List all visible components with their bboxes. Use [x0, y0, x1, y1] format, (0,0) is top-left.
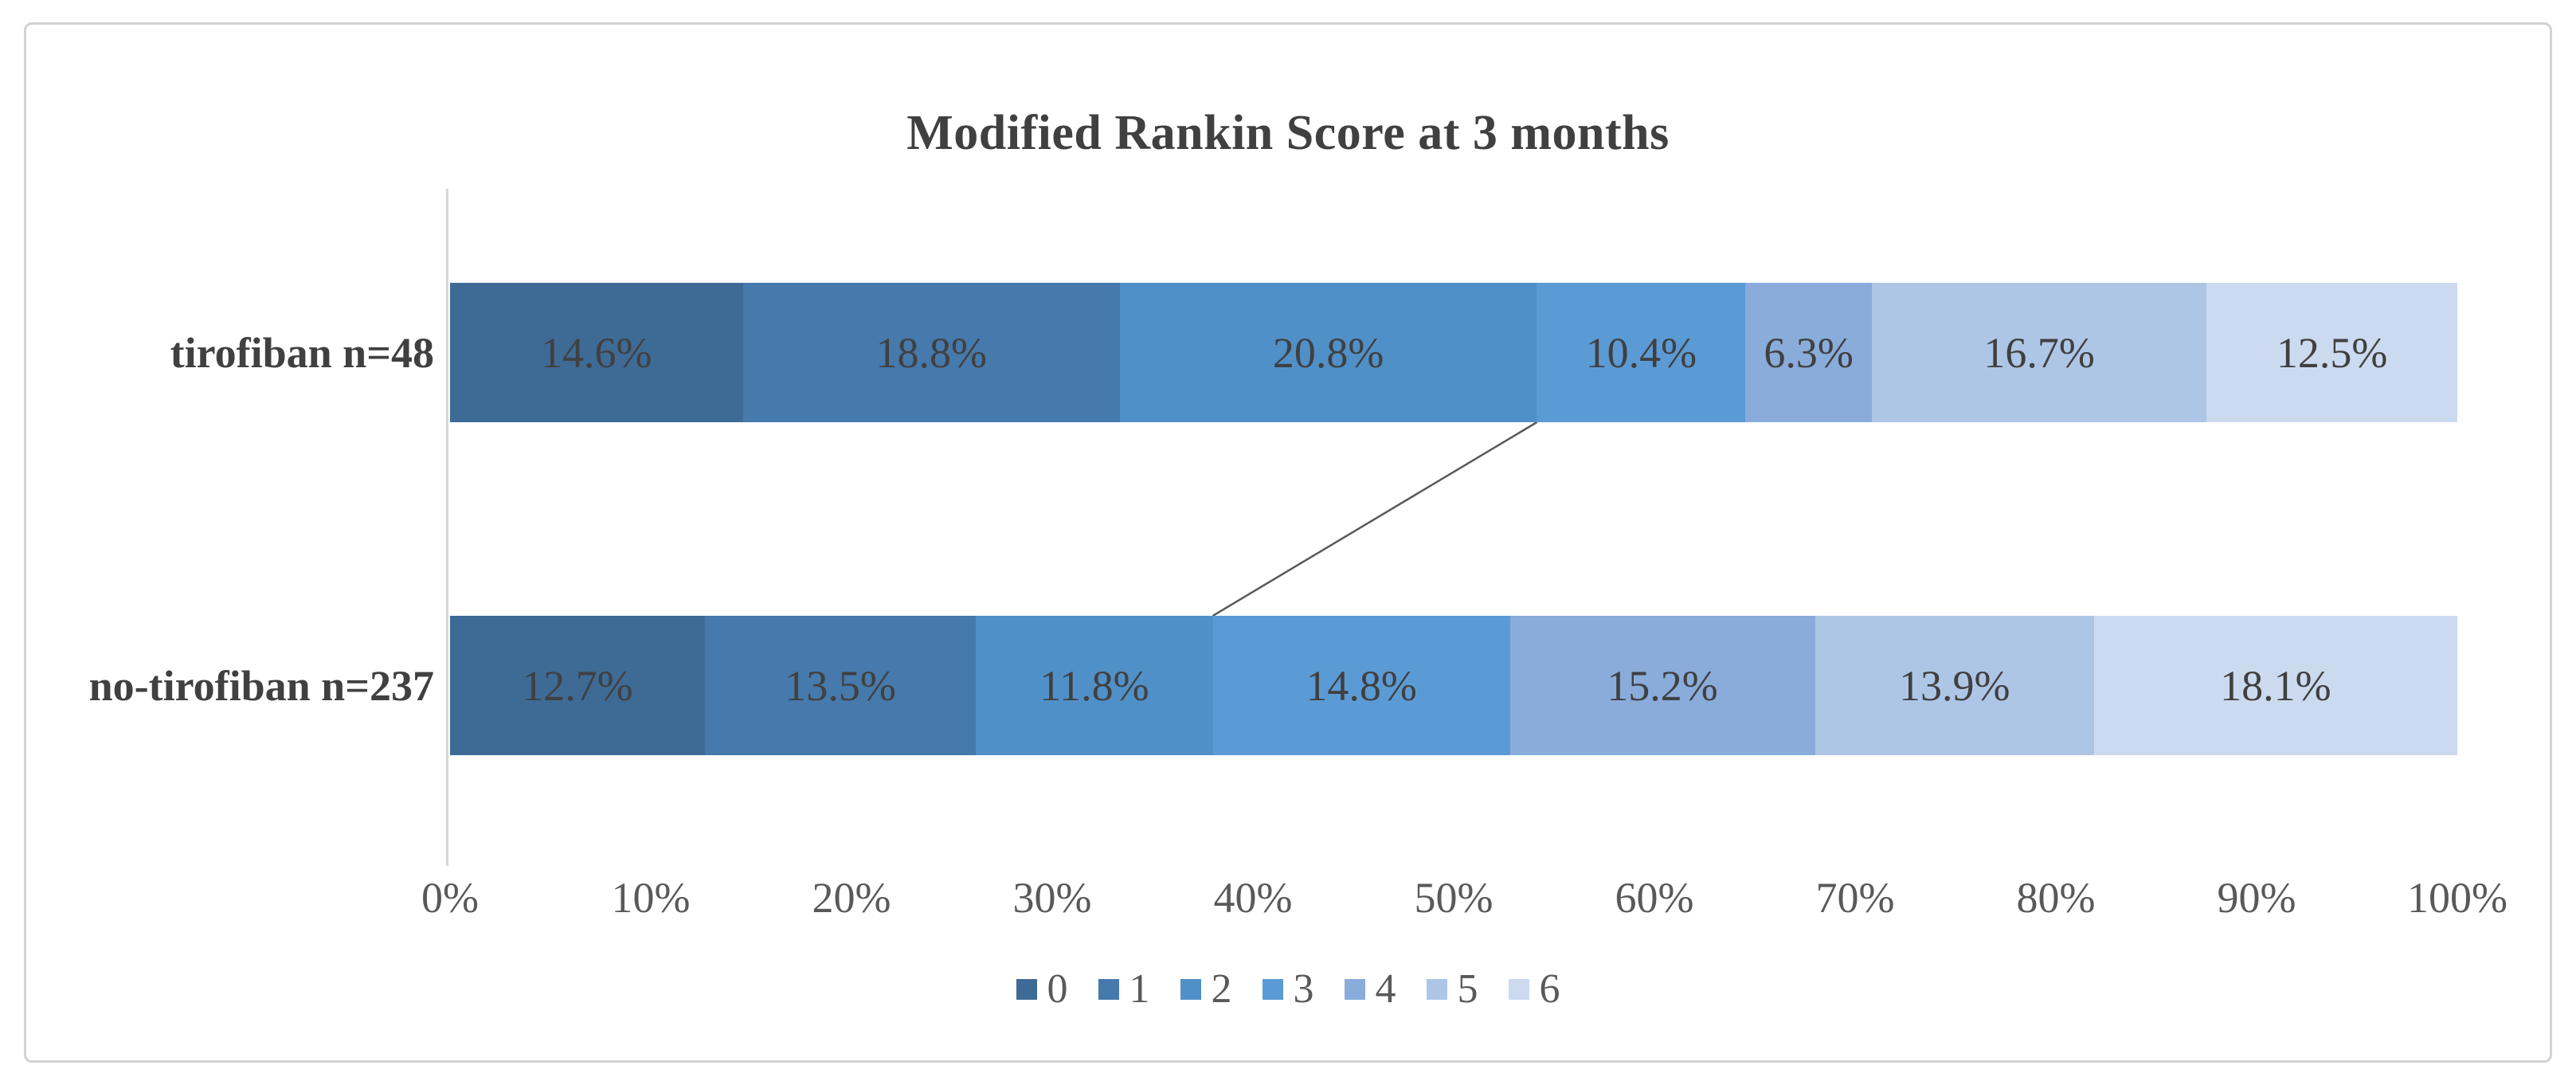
legend-label: 4 — [1375, 966, 1396, 1012]
x-axis-tick: 60% — [1615, 874, 1694, 922]
legend-item: 6 — [1508, 966, 1560, 1013]
segment-value-label: 18.1% — [2220, 661, 2331, 710]
legend-item: 3 — [1262, 966, 1314, 1013]
legend-swatch — [1426, 978, 1447, 1000]
bar-segment: 14.6% — [450, 283, 743, 422]
legend-label: 2 — [1211, 966, 1232, 1012]
x-axis-tick: 30% — [1012, 874, 1092, 922]
x-axis-tick: 10% — [611, 874, 691, 922]
bar-segment: 10.4% — [1537, 283, 1746, 422]
legend-swatch — [1344, 978, 1365, 1000]
segment-value-label: 16.7% — [1983, 328, 2095, 377]
segment-value-label: 15.2% — [1607, 661, 1718, 710]
segment-value-label: 14.6% — [541, 328, 652, 377]
x-axis-tick: 80% — [2016, 874, 2096, 922]
bar-segment: 20.8% — [1119, 283, 1537, 422]
segment-value-label: 6.3% — [1764, 328, 1854, 377]
segment-value-label: 20.8% — [1272, 328, 1384, 377]
segment-value-label: 10.4% — [1585, 328, 1697, 377]
bar-segment: 15.2% — [1509, 616, 1815, 755]
bar-segment: 13.5% — [705, 616, 977, 755]
x-axis-tick: 50% — [1414, 874, 1494, 922]
category-label: no-tirofiban n=237 — [88, 661, 434, 710]
bar-segment: 13.9% — [1815, 616, 2094, 755]
legend-item: 5 — [1426, 966, 1478, 1013]
category-label: tirofiban n=48 — [170, 328, 434, 377]
bar-segment: 18.8% — [742, 283, 1120, 422]
x-axis-tick: 0% — [421, 874, 479, 922]
legend-swatch — [1098, 978, 1119, 1000]
segment-value-label: 12.7% — [522, 661, 633, 710]
y-axis-line — [446, 189, 448, 866]
bar-segment: 14.8% — [1212, 616, 1510, 755]
segment-value-label: 11.8% — [1039, 661, 1149, 710]
bar-segment: 16.7% — [1871, 283, 2207, 422]
legend-item: 1 — [1098, 966, 1150, 1013]
legend-label: 1 — [1129, 966, 1150, 1012]
legend-swatch — [1180, 978, 1201, 1000]
segment-value-label: 18.8% — [875, 328, 987, 377]
bar-segment: 6.3% — [1745, 283, 1872, 422]
legend-label: 5 — [1457, 966, 1478, 1012]
bar-row: 12.7% 13.5% 11.8% 14.8% 15.2% 13.9% 18.1% — [450, 616, 2457, 755]
legend-label: 3 — [1293, 966, 1314, 1012]
legend-swatch — [1262, 978, 1283, 1000]
legend-item: 2 — [1180, 966, 1232, 1013]
chart-title: Modified Rankin Score at 3 months — [906, 106, 1670, 160]
legend-swatch — [1508, 978, 1529, 1000]
x-axis-tick: 90% — [2217, 874, 2296, 922]
bar-segment: 18.1% — [2093, 616, 2457, 755]
legend-item: 4 — [1344, 966, 1396, 1013]
x-axis-tick: 40% — [1213, 874, 1293, 922]
segment-value-label: 13.9% — [1898, 661, 2010, 710]
legend: 0 1 2 3 4 5 6 — [0, 966, 2576, 1013]
segment-value-label: 14.8% — [1306, 661, 1417, 710]
legend-item: 0 — [1016, 966, 1068, 1013]
segment-value-label: 12.5% — [2276, 328, 2388, 377]
bar-row: 14.6% 18.8% 20.8% 10.4% 6.3% 16.7% 12.5% — [450, 283, 2457, 422]
x-axis-tick: 20% — [812, 874, 891, 922]
bar-segment: 12.7% — [450, 616, 706, 755]
bar-segment: 11.8% — [976, 616, 1213, 755]
bar-segment: 12.5% — [2206, 283, 2457, 422]
x-axis-tick: 70% — [1815, 874, 1895, 922]
segment-value-label: 13.5% — [785, 661, 896, 710]
legend-label: 0 — [1047, 966, 1068, 1012]
legend-swatch — [1016, 978, 1037, 1000]
legend-label: 6 — [1539, 966, 1560, 1012]
x-axis-tick: 100% — [2407, 874, 2507, 922]
